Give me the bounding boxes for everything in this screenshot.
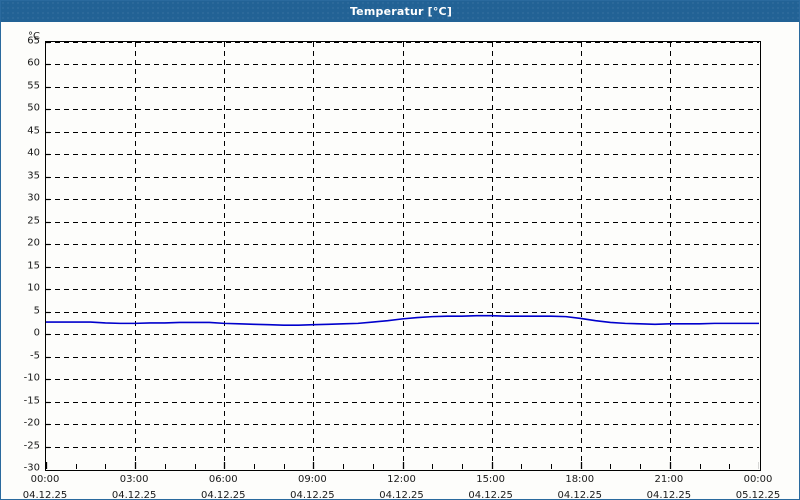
y-axis-unit-label: °C <box>28 31 40 42</box>
y-axis-tick-label: 50 <box>27 102 40 114</box>
plot-svg <box>46 42 759 469</box>
y-axis-tick-label: 65 <box>27 35 40 47</box>
x-axis-tick-date: 04.12.25 <box>22 490 68 500</box>
x-axis-tick-time: 09:00 <box>297 474 327 485</box>
chart-surface: °C 65 60 55 50 45 40 35 30 25 20 15 10 5 0 -5 -10 -15 -20… <box>2 23 799 499</box>
y-axis-tick-label: -10 <box>23 372 40 384</box>
x-axis-tick-time: 00:00 <box>30 474 60 485</box>
vertical-gridlines <box>135 42 671 469</box>
x-axis-tick-time: 15:00 <box>476 474 506 485</box>
y-axis-tick-label: -30 <box>23 462 40 474</box>
x-axis-tick-date: 04.12.25 <box>111 490 157 500</box>
x-axis-tick-time: 21:00 <box>654 474 684 485</box>
y-axis-tick-label: 10 <box>27 282 40 294</box>
x-axis-tick-time: 00:00 <box>743 474 773 485</box>
x-axis-tick-date: 04.12.25 <box>379 490 424 500</box>
x-axis-tick-label: 00:00 05.12.25 <box>735 474 781 500</box>
y-axis-tick-label: 30 <box>27 192 40 204</box>
temperature-series-line <box>46 314 759 326</box>
x-axis-tick-date: 04.12.25 <box>557 490 603 500</box>
x-axis-tick-label: 09:00 04.12.25 <box>290 474 335 500</box>
x-axis-major-ticks <box>46 462 759 469</box>
x-axis-tick-label: 21:00 04.12.25 <box>646 474 692 500</box>
x-axis-tick-date: 05.12.25 <box>735 490 781 500</box>
y-axis-tick-label: 15 <box>27 260 40 272</box>
window-title-bar: Temperatur [°C] <box>1 1 799 22</box>
x-axis-tick-time: 18:00 <box>565 474 595 485</box>
x-axis-tick-label: 00:00 04.12.25 <box>22 474 68 500</box>
y-axis-tick-label: 35 <box>27 170 40 182</box>
y-axis-tick-label: -25 <box>23 440 40 452</box>
y-axis-tick-label: -20 <box>23 417 40 429</box>
y-axis-tick-label: 25 <box>27 215 40 227</box>
x-axis-tick-label: 03:00 04.12.25 <box>111 474 157 500</box>
y-axis-tick-label: 0 <box>33 327 40 339</box>
x-axis-tick-label: 12:00 04.12.25 <box>379 474 424 500</box>
y-axis-tick-label: -15 <box>23 395 40 407</box>
x-axis-tick-date: 04.12.25 <box>646 490 692 500</box>
y-axis-tick-label: 55 <box>27 80 40 92</box>
x-axis-tick-time: 06:00 <box>208 474 238 485</box>
x-axis-tick-date: 04.12.25 <box>468 490 513 500</box>
x-axis-tick-label: 18:00 04.12.25 <box>557 474 603 500</box>
x-axis-tick-date: 04.12.25 <box>200 490 246 500</box>
y-axis-tick-label: 5 <box>33 305 40 317</box>
horizontal-gridlines <box>46 42 759 448</box>
x-axis-tick-time: 12:00 <box>387 474 416 485</box>
y-axis-tick-label: -5 <box>30 350 40 362</box>
y-axis-tick-label: 60 <box>27 57 40 69</box>
plot-area <box>45 41 761 471</box>
x-axis-tick-time: 03:00 <box>119 474 149 485</box>
page-title: Temperatur [°C] <box>349 5 453 18</box>
y-axis-ticks <box>46 42 50 449</box>
x-axis-minor-ticks <box>76 464 730 469</box>
x-axis-tick-label: 06:00 04.12.25 <box>200 474 246 500</box>
y-axis-tick-label: 40 <box>27 147 40 159</box>
y-axis-tick-label: 20 <box>27 237 40 249</box>
x-axis-tick-date: 04.12.25 <box>290 490 335 500</box>
y-axis-tick-label: 45 <box>27 125 40 137</box>
x-axis-tick-label: 15:00 04.12.25 <box>468 474 513 500</box>
